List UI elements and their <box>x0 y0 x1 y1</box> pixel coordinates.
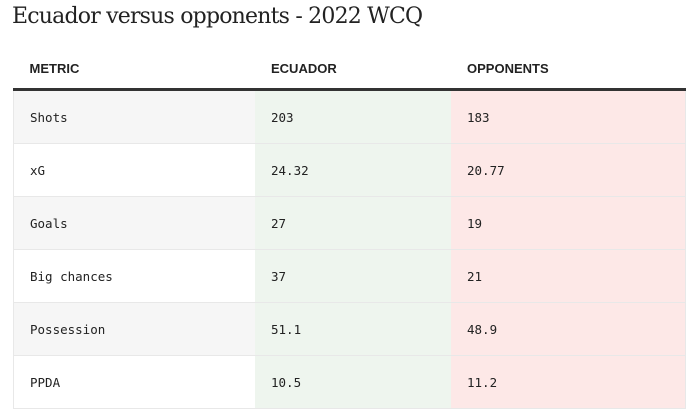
header-opponents: OPPONENTS <box>451 48 686 91</box>
table-row: Shots 203 183 <box>13 89 686 144</box>
cell-opponents: 21 <box>451 249 686 303</box>
cell-metric: xG <box>13 143 255 197</box>
table-row: Goals 27 19 <box>13 196 686 250</box>
table-row: Possession 51.1 48.9 <box>13 302 686 356</box>
cell-ecuador: 10.5 <box>255 355 451 409</box>
page-title: Ecuador versus opponents - 2022 WCQ <box>12 4 423 29</box>
cell-ecuador: 27 <box>255 196 451 250</box>
cell-metric: Shots <box>13 89 255 144</box>
cell-opponents: 20.77 <box>451 143 686 197</box>
cell-opponents: 11.2 <box>451 355 686 409</box>
header-ecuador: ECUADOR <box>255 48 451 91</box>
table-row: Big chances 37 21 <box>13 249 686 303</box>
cell-metric: Big chances <box>13 249 255 303</box>
cell-opponents: 19 <box>451 196 686 250</box>
cell-ecuador: 37 <box>255 249 451 303</box>
table-row: PPDA 10.5 11.2 <box>13 355 686 409</box>
cell-metric: PPDA <box>13 355 255 409</box>
cell-ecuador: 203 <box>255 89 451 144</box>
header-metric: METRIC <box>13 48 255 91</box>
cell-metric: Possession <box>13 302 255 356</box>
cell-ecuador: 24.32 <box>255 143 451 197</box>
cell-ecuador: 51.1 <box>255 302 451 356</box>
cell-opponents: 48.9 <box>451 302 686 356</box>
stats-table: METRIC ECUADOR OPPONENTS Shots 203 183 xG 24… <box>13 48 686 409</box>
cell-metric: Goals <box>13 196 255 250</box>
cell-opponents: 183 <box>451 89 686 144</box>
table-row: xG 24.32 20.77 <box>13 143 686 197</box>
